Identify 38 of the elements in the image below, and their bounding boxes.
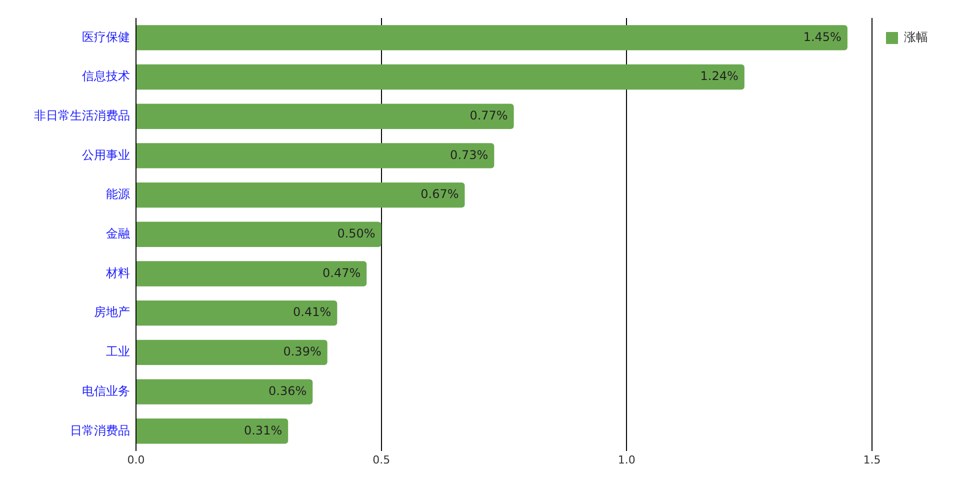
bar xyxy=(136,25,848,50)
data-label: 1.45% xyxy=(803,30,842,44)
y-tick-label: 非日常生活消费品 xyxy=(34,108,130,122)
bar xyxy=(136,261,367,286)
data-label: 1.24% xyxy=(700,69,738,84)
data-label: 0.73% xyxy=(450,148,488,162)
data-label: 0.77% xyxy=(470,108,508,122)
bar xyxy=(136,222,382,247)
y-tick-label: 金融 xyxy=(106,226,130,241)
y-tick-label: 信息技术 xyxy=(82,69,130,84)
x-tick-label: 1.5 xyxy=(863,453,881,466)
x-tick-label: 0.0 xyxy=(127,453,145,466)
y-tick-label: 公用事业 xyxy=(82,148,130,162)
data-label: 0.31% xyxy=(244,423,282,438)
bar xyxy=(136,300,338,326)
y-tick-label: 工业 xyxy=(106,344,130,359)
data-label: 0.41% xyxy=(293,305,332,320)
y-tick-label: 电信业务 xyxy=(82,384,130,398)
x-tick-label: 1.0 xyxy=(618,453,636,466)
bar xyxy=(136,379,313,404)
data-label: 0.39% xyxy=(283,344,322,359)
bar xyxy=(136,340,328,366)
x-tick-label: 0.5 xyxy=(372,453,390,466)
y-tick-label: 日常消费品 xyxy=(70,423,130,438)
data-label: 0.50% xyxy=(337,226,376,241)
y-tick-label: 能源 xyxy=(106,187,130,202)
data-label: 0.36% xyxy=(268,384,307,398)
bar xyxy=(136,143,494,168)
y-tick-label: 材料 xyxy=(105,266,130,280)
legend-label: 涨幅 xyxy=(904,30,928,44)
bar xyxy=(136,104,514,129)
bar xyxy=(136,418,288,444)
data-label: 0.67% xyxy=(420,187,459,202)
data-label: 0.47% xyxy=(322,266,361,280)
y-tick-label: 房地产 xyxy=(94,305,130,320)
bar xyxy=(136,182,465,208)
bar xyxy=(136,64,744,90)
y-tick-label: 医疗保健 xyxy=(82,30,130,44)
